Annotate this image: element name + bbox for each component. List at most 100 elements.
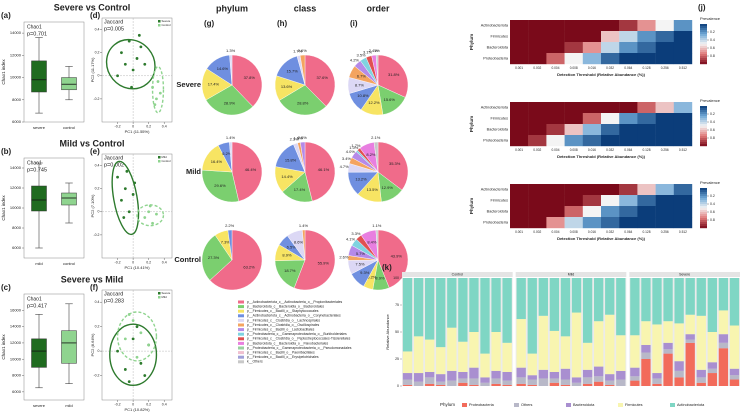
box — [31, 338, 47, 368]
column-label: 0.032 — [606, 66, 614, 70]
y-axis-label: PC2 (7.10%) — [90, 194, 95, 218]
pie-slice — [227, 229, 233, 261]
p-value: p=0.005 — [104, 26, 124, 32]
bar-segment — [663, 349, 673, 354]
colorbar-step — [700, 56, 707, 59]
heat-cell — [673, 42, 693, 54]
heat-cell — [546, 31, 565, 43]
column-label: 0.002 — [533, 148, 541, 152]
heat-cell — [601, 102, 620, 114]
heat-cell — [655, 135, 674, 147]
y-tick-label: 0.4 — [95, 27, 100, 31]
heat-cell — [564, 184, 583, 196]
legend-label: p__Proteobacteria_c__Gammaproteobacteria… — [247, 332, 347, 336]
slice-label: 1.7% — [293, 49, 303, 54]
bar-segment — [674, 323, 684, 362]
bar-segment — [402, 379, 413, 385]
heat-cell — [564, 42, 583, 54]
bar-segment — [447, 327, 457, 371]
colorbar-step — [700, 48, 707, 51]
y-tick-label: 0.2 — [95, 325, 100, 329]
legend-swatch — [238, 360, 244, 364]
point — [158, 91, 162, 95]
panel-label: (j) — [698, 3, 706, 12]
legend-swatch — [514, 403, 519, 407]
y-tick-label: 25 — [395, 357, 399, 361]
colorbar-step — [700, 196, 707, 199]
box — [61, 192, 77, 206]
x-axis-label: Detection Threshold (Relative Abundance … — [557, 154, 646, 159]
bar-segment — [413, 381, 424, 386]
y-axis-label: Chao1 index — [1, 195, 6, 221]
bar-segment — [674, 361, 684, 371]
point — [130, 85, 133, 89]
column-label: 0.512 — [679, 66, 687, 70]
pie-slice — [201, 234, 233, 281]
slice-label: 12.9% — [382, 185, 394, 190]
bar-segment — [458, 378, 468, 383]
point — [127, 210, 131, 214]
heat-cell — [546, 184, 565, 196]
point — [147, 210, 151, 214]
slice-label: 1.1% — [372, 223, 382, 228]
point — [116, 175, 119, 179]
bar-segment — [707, 332, 717, 363]
y-tick-label: 6000 — [12, 119, 22, 124]
colorbar-step — [700, 44, 707, 47]
pie-slice — [375, 54, 379, 86]
x-tick-label: -0.2 — [115, 402, 121, 406]
heat-cell — [510, 206, 529, 218]
heat-cell — [619, 206, 638, 218]
heat-cell — [601, 53, 620, 65]
bar-segment — [425, 371, 435, 378]
heat-cell — [655, 31, 674, 43]
y-tick-label: 14000 — [10, 30, 22, 35]
slice-label: 9.3% — [360, 270, 370, 275]
point — [151, 85, 154, 89]
heat-cell — [510, 124, 529, 136]
bar-segment — [480, 278, 490, 354]
point — [131, 337, 135, 341]
legend-label: Mild — [162, 295, 168, 299]
y-tick-label: 0 — [397, 384, 399, 388]
slice-label: 4.2% — [350, 57, 360, 62]
bar-segment — [707, 278, 717, 332]
point — [123, 368, 127, 371]
colorbar-tick-label: 0.8 — [710, 136, 715, 140]
heat-cell — [619, 31, 638, 43]
legend-swatch — [238, 323, 244, 327]
colorbar-step — [700, 134, 707, 137]
heat-cell — [582, 206, 602, 218]
panel-label: (c) — [1, 283, 11, 292]
point — [116, 349, 119, 353]
colorbar-step — [700, 30, 707, 33]
legend-label: Severe — [162, 19, 171, 23]
bar-segment — [527, 278, 537, 354]
heat-cell — [655, 42, 674, 54]
slice-label: 2.1% — [371, 135, 381, 140]
plot-frame — [101, 153, 173, 259]
bar-segment — [549, 330, 560, 372]
colorbar-step — [700, 138, 707, 141]
slice-label: 29.6% — [214, 183, 226, 188]
slice-label: 3.1% — [363, 50, 373, 55]
colorbar-step — [700, 214, 707, 217]
bar-segment — [630, 376, 640, 381]
row-label: Firmicutes — [490, 117, 508, 121]
colorbar-step — [700, 38, 707, 41]
heat-cell — [582, 195, 602, 207]
column-label: 0.016 — [588, 66, 596, 70]
bar-segment — [425, 383, 435, 386]
column-label: 0.008 — [570, 230, 578, 234]
legend-label: p__Actinobacteriota_c__Actinobacteria_o_… — [247, 300, 342, 304]
heat-cell — [637, 53, 656, 65]
row-label: Bacteroidota — [487, 210, 509, 214]
bar-segment — [685, 339, 695, 343]
slice-label: 1.3% — [226, 48, 236, 53]
bar-segment — [538, 278, 548, 316]
slice-label: 3.4% — [342, 156, 352, 161]
bar-segment — [436, 278, 446, 348]
bar-segment — [616, 335, 626, 371]
heat-cell — [546, 217, 565, 229]
heat-cell — [546, 53, 565, 65]
